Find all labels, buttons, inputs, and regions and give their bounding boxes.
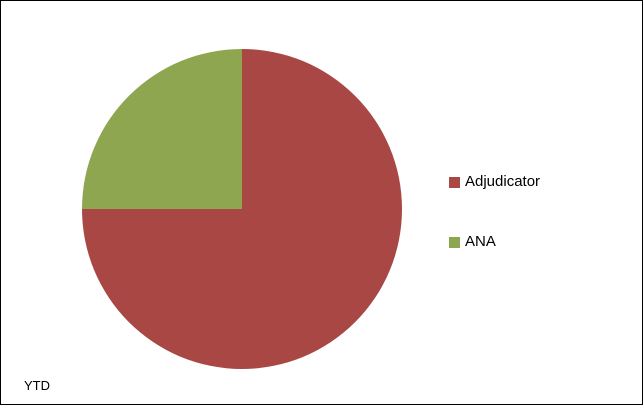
legend-swatch-adjudicator bbox=[449, 176, 460, 188]
legend-label-adjudicator: Adjudicator bbox=[465, 173, 541, 190]
footnote-ytd: YTD bbox=[24, 378, 50, 393]
legend-swatch-ana bbox=[449, 236, 460, 248]
legend-label-ana: ANA bbox=[465, 233, 496, 250]
pie-slice-ana bbox=[82, 49, 242, 209]
legend-item-ana: ANA bbox=[449, 233, 496, 251]
legend-item-adjudicator: Adjudicator bbox=[449, 173, 540, 191]
